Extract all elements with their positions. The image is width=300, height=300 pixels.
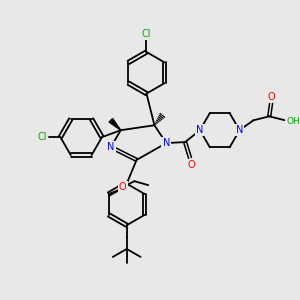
Text: N: N [196,125,204,135]
Polygon shape [109,118,121,130]
Text: OH: OH [286,117,300,126]
Text: Cl: Cl [38,132,47,142]
Text: O: O [187,160,195,170]
Text: N: N [236,125,243,135]
Text: N: N [107,142,115,152]
Text: O: O [119,182,126,192]
Text: N: N [163,138,170,148]
Text: Cl: Cl [142,29,151,39]
Text: O: O [267,92,275,101]
